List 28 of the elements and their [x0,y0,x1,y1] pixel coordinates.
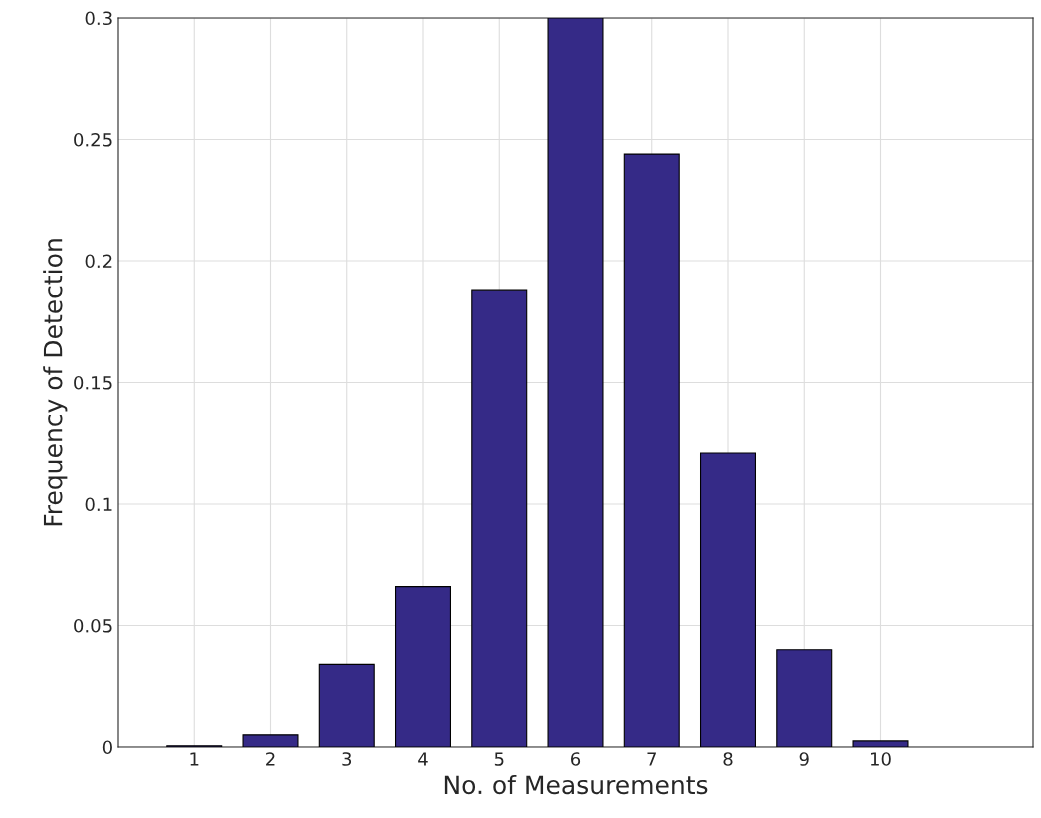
x-tick-label: 6 [571,752,581,766]
x-tick-label: 2 [266,752,275,766]
y-tick-label: 0.15 [74,375,112,390]
x-tick-label: 10 [871,752,891,766]
x-tick-label: 8 [723,752,733,766]
x-axis-title: No. of Measurements [444,774,708,795]
bar [318,663,375,747]
bar [699,452,757,747]
x-tick-label: 1 [190,752,199,766]
y-tick-label: 0.05 [74,618,112,633]
x-tick-label: 4 [418,752,428,766]
y-axis-title: Frequency of Detection [43,239,68,526]
bar [852,740,909,747]
y-tick-label: 0.25 [74,132,112,147]
x-tick-label: 3 [342,752,352,766]
bar [623,153,680,747]
y-tick-label: 0.1 [85,497,112,512]
x-tick-label: 5 [494,752,504,766]
x-tick-label: 7 [647,752,656,766]
y-tick-label: 0 [102,740,112,755]
bar [242,734,299,747]
bar [547,18,604,747]
bar [394,586,452,747]
bar [471,289,528,747]
x-tick-label: 9 [799,752,809,766]
y-tick-label: 0.3 [85,11,112,26]
bar [776,649,833,747]
y-tick-label: 0.2 [85,254,112,269]
